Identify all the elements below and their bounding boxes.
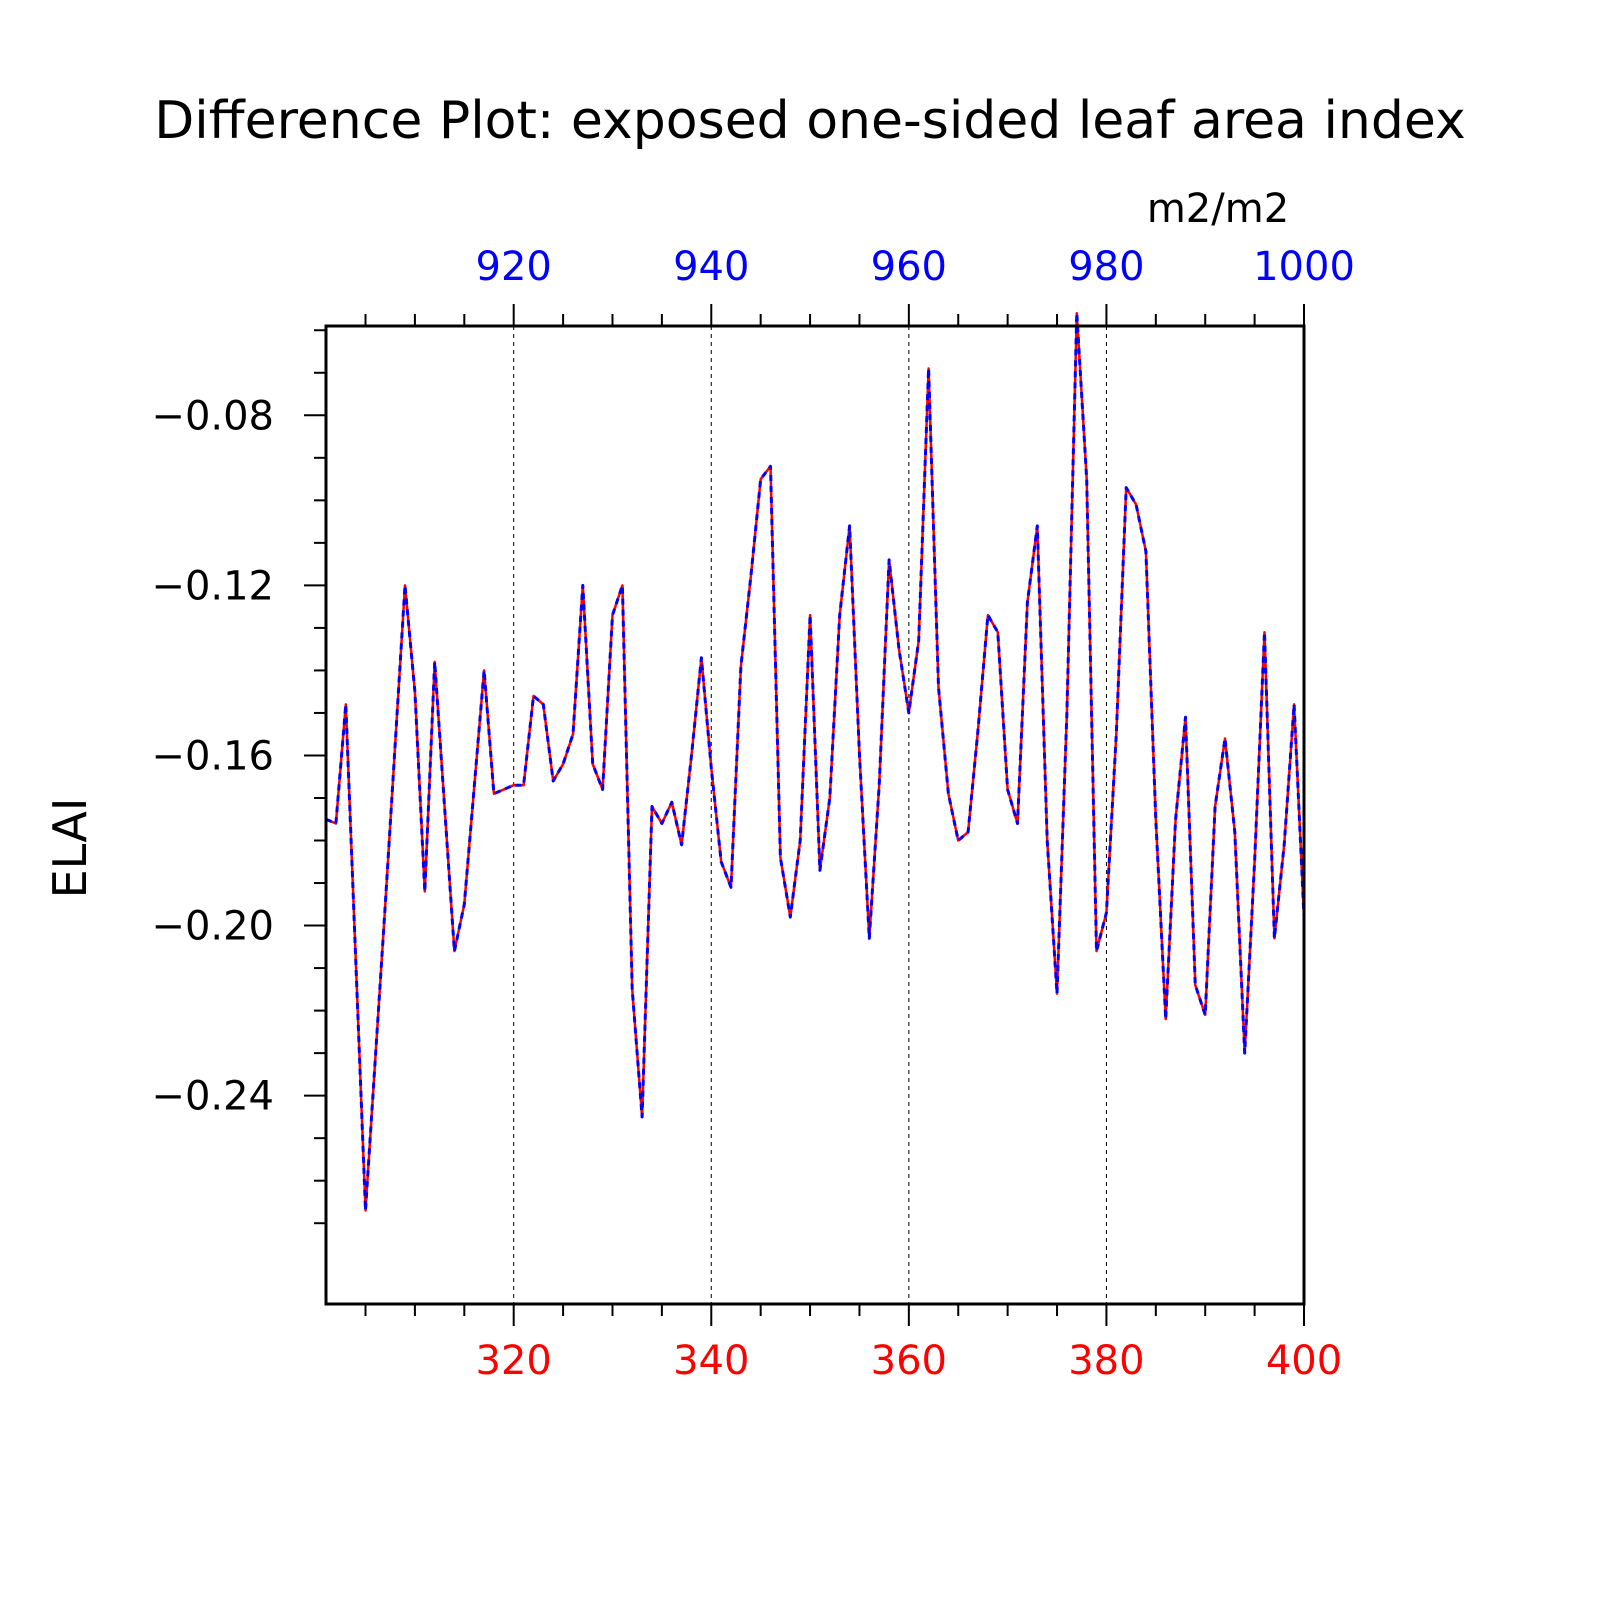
x-tick-label-top: 940 <box>673 244 749 290</box>
axis-ticks <box>304 304 1305 1326</box>
series-line-blue <box>325 311 1306 1212</box>
plot-frame <box>324 324 1306 1306</box>
x-tick-label-bottom: 360 <box>871 1338 947 1384</box>
x-tick-label-bottom: 340 <box>673 1338 749 1384</box>
x-tick-label-top: 920 <box>476 244 552 290</box>
x-tick-label-bottom: 400 <box>1266 1338 1342 1384</box>
x-tick-label-top: 1000 <box>1253 244 1355 290</box>
y-axis-label: ELAI <box>43 798 97 899</box>
gridlines <box>513 326 1107 1304</box>
x-tick-label-top: 960 <box>871 244 947 290</box>
chart-title: Difference Plot: exposed one-sided leaf … <box>154 91 1465 151</box>
units-label: m2/m2 <box>1147 186 1289 232</box>
x-tick-label-top: 980 <box>1068 244 1144 290</box>
tick-labels: 320 340 360 380 400 920 940 960 980 1000 −0.08 −0.1… <box>151 244 1354 1384</box>
y-tick-label: −0.20 <box>151 904 274 950</box>
y-tick-label: −0.12 <box>151 563 274 609</box>
x-tick-label-bottom: 320 <box>476 1338 552 1384</box>
y-tick-label: −0.24 <box>151 1074 274 1120</box>
x-tick-label-bottom: 380 <box>1068 1338 1144 1384</box>
series-lines <box>325 311 1306 1212</box>
y-tick-label: −0.08 <box>151 393 274 439</box>
y-tick-label: −0.16 <box>151 733 274 779</box>
